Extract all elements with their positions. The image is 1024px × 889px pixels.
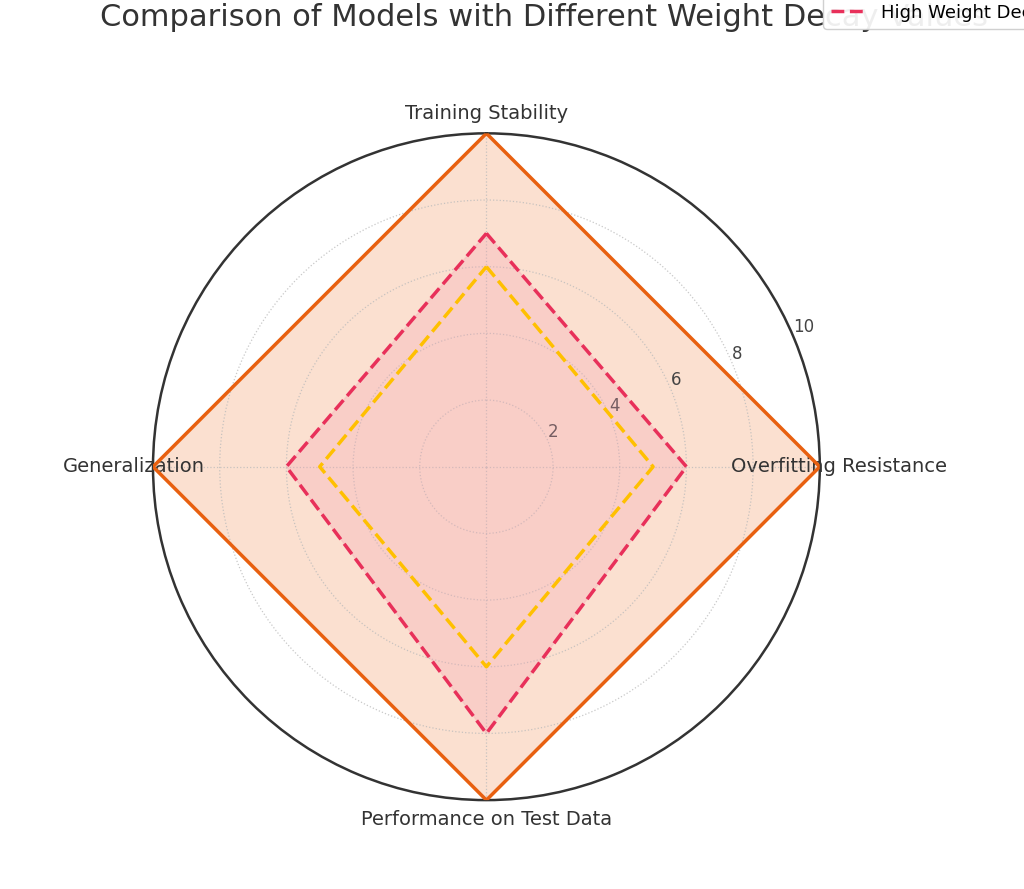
- Low Weight Decay: [480, 261, 493, 272]
- Optimal Weight Decay: [146, 461, 159, 472]
- Low Weight Decay: [313, 461, 326, 472]
- Line: Low Weight Decay: Low Weight Decay: [319, 267, 653, 667]
- Optimal Weight Decay: [480, 128, 493, 139]
- Low Weight Decay: [647, 461, 659, 472]
- High Weight Decay: [480, 228, 493, 238]
- Legend: Low Weight Decay, Optimal Weight Decay, High Weight Decay: Low Weight Decay, Optimal Weight Decay, …: [823, 0, 1024, 28]
- High Weight Decay: [480, 728, 493, 739]
- Low Weight Decay: [480, 261, 493, 272]
- Text: Comparison of Models with Different Weight Decay Values: Comparison of Models with Different Weig…: [99, 3, 988, 32]
- Line: High Weight Decay: High Weight Decay: [287, 233, 686, 733]
- Polygon shape: [153, 133, 820, 800]
- High Weight Decay: [281, 461, 293, 472]
- Optimal Weight Decay: [814, 461, 826, 472]
- Optimal Weight Decay: [480, 795, 493, 805]
- High Weight Decay: [480, 228, 493, 238]
- Polygon shape: [287, 233, 686, 733]
- Low Weight Decay: [480, 661, 493, 672]
- Optimal Weight Decay: [480, 128, 493, 139]
- Line: Optimal Weight Decay: Optimal Weight Decay: [153, 133, 820, 800]
- High Weight Decay: [680, 461, 692, 472]
